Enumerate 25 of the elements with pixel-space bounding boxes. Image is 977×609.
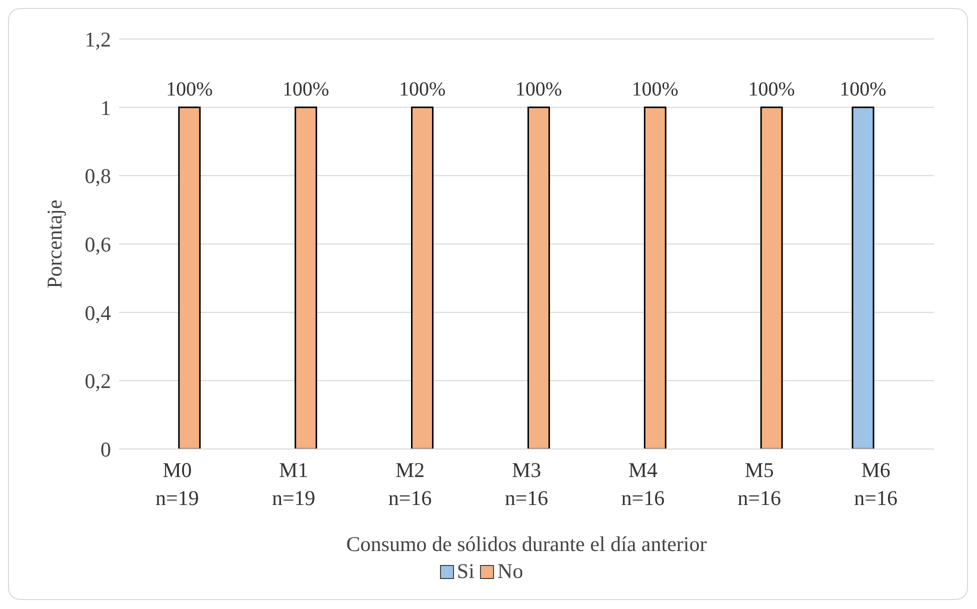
- y-tick-label: 1,2: [84, 27, 111, 52]
- data-label: 100%: [166, 78, 213, 100]
- data-label: 100%: [398, 78, 446, 100]
- x-tick-label: M5 n=16: [738, 458, 782, 510]
- x-tick-label: M4 n=16: [621, 458, 665, 510]
- legend-label: Si: [456, 559, 474, 584]
- data-label: 100%: [840, 78, 886, 100]
- y-tick-label: 0,8: [84, 164, 111, 188]
- x-tick-label: M2 n=16: [388, 458, 432, 510]
- legend-label: No: [496, 559, 524, 584]
- x-tick-label: M6 n=16: [854, 458, 898, 510]
- x-tick-label: M0 n=19: [156, 458, 199, 510]
- y-tick-label: 1: [100, 96, 111, 120]
- y-tick-label: 0,2: [84, 369, 111, 394]
- x-tick-label: M3 n=16: [504, 458, 548, 510]
- data-label: 100%: [515, 78, 562, 100]
- data-label: 100%: [632, 78, 678, 100]
- data-label: 100%: [748, 78, 795, 100]
- y-axis-title: Porcentaje: [42, 200, 66, 288]
- y-tick-label: 0,4: [84, 300, 112, 325]
- y-tick-label: 0,6: [84, 232, 111, 256]
- x-axis-title: Consumo de sólidos durante el día anterior: [346, 532, 707, 556]
- x-tick-label: M1 n=19: [272, 458, 316, 510]
- y-tick-label: 0: [100, 437, 111, 462]
- data-label: 100%: [282, 78, 330, 100]
